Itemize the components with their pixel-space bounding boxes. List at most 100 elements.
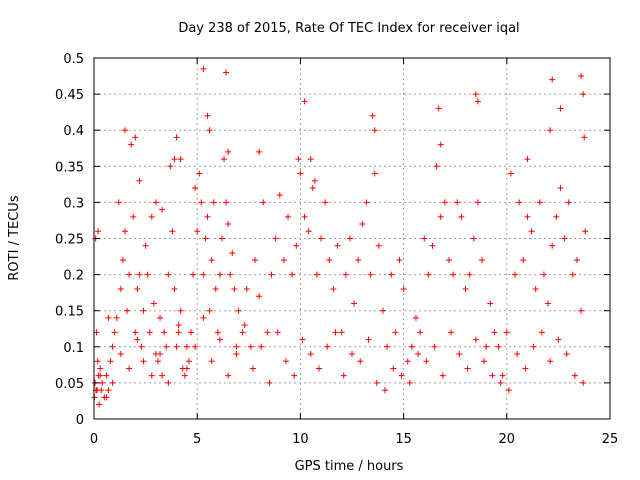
y-tick-label: 0.4 <box>63 124 84 139</box>
x-tick-label: 10 <box>292 432 309 447</box>
data-point <box>439 372 446 379</box>
data-point <box>274 329 281 336</box>
data-point <box>462 286 469 293</box>
data-point <box>173 134 180 141</box>
x-tick-label: 0 <box>90 432 98 447</box>
data-point <box>183 365 190 372</box>
data-point <box>111 329 118 336</box>
data-point <box>357 358 364 365</box>
data-point <box>315 365 322 372</box>
data-point <box>446 257 453 264</box>
data-point <box>216 271 223 278</box>
data-point <box>117 351 124 358</box>
data-point <box>538 329 545 336</box>
data-point <box>140 307 147 314</box>
data-point <box>400 286 407 293</box>
data-point <box>580 379 587 386</box>
data-point <box>330 286 337 293</box>
data-point <box>285 213 292 220</box>
y-tick-label: 0.2 <box>63 269 84 284</box>
data-point <box>441 199 448 206</box>
data-point <box>280 257 287 264</box>
data-point <box>384 343 391 350</box>
data-point <box>251 257 258 264</box>
data-point <box>499 372 506 379</box>
x-tick-label: 25 <box>602 432 619 447</box>
data-point <box>474 98 481 105</box>
data-point <box>159 372 166 379</box>
data-point <box>206 127 213 134</box>
data-point <box>580 91 587 98</box>
data-point <box>293 242 300 249</box>
data-point <box>126 365 133 372</box>
data-point <box>165 379 172 386</box>
data-point <box>223 199 230 206</box>
data-point <box>206 307 213 314</box>
data-point <box>216 336 223 343</box>
data-point <box>177 156 184 163</box>
data-point <box>472 336 479 343</box>
data-point <box>223 69 230 76</box>
data-point <box>561 235 568 242</box>
data-point <box>365 336 372 343</box>
data-point <box>146 329 153 336</box>
data-point <box>256 148 263 155</box>
y-tick-label: 0.3 <box>63 196 84 211</box>
data-point <box>204 213 211 220</box>
data-point <box>495 343 502 350</box>
data-point <box>225 372 232 379</box>
data-point <box>363 199 370 206</box>
data-point <box>142 242 149 249</box>
data-point <box>474 199 481 206</box>
data-point <box>421 235 428 242</box>
data-point <box>247 343 254 350</box>
data-point <box>557 184 564 191</box>
data-point <box>390 365 397 372</box>
data-point <box>266 379 273 386</box>
data-point <box>152 199 159 206</box>
data-point <box>404 358 411 365</box>
data-point <box>553 213 560 220</box>
data-point <box>121 228 128 235</box>
data-point <box>144 271 151 278</box>
data-point <box>324 343 331 350</box>
chart-title: Day 238 of 2015, Rate Of TEC Index for r… <box>178 21 519 36</box>
data-point <box>105 387 112 394</box>
data-point <box>483 343 490 350</box>
data-point <box>212 286 219 293</box>
data-point <box>225 221 232 228</box>
y-tick-label: 0.25 <box>55 233 84 248</box>
data-point <box>532 286 539 293</box>
data-point <box>547 358 554 365</box>
y-tick-label: 0.15 <box>55 305 84 320</box>
data-point <box>309 184 316 191</box>
data-point <box>398 372 405 379</box>
data-point <box>183 343 190 350</box>
data-point <box>322 199 329 206</box>
data-point <box>208 358 215 365</box>
data-point <box>516 199 523 206</box>
data-point <box>99 379 106 386</box>
data-point <box>425 271 432 278</box>
data-point <box>165 271 172 278</box>
data-point <box>140 358 147 365</box>
data-point <box>214 329 221 336</box>
data-point <box>157 351 164 358</box>
data-point <box>313 271 320 278</box>
x-axis-label: GPS time / hours <box>295 459 404 474</box>
data-point <box>163 343 170 350</box>
data-point <box>198 199 205 206</box>
data-point <box>429 242 436 249</box>
data-point <box>346 235 353 242</box>
data-point <box>297 170 304 177</box>
data-point <box>136 177 143 184</box>
data-point <box>540 271 547 278</box>
data-point <box>318 235 325 242</box>
data-point <box>126 271 133 278</box>
data-point <box>382 387 389 394</box>
data-point <box>233 351 240 358</box>
data-point <box>134 336 141 343</box>
data-point <box>264 329 271 336</box>
data-point <box>196 170 203 177</box>
data-point <box>128 141 135 148</box>
